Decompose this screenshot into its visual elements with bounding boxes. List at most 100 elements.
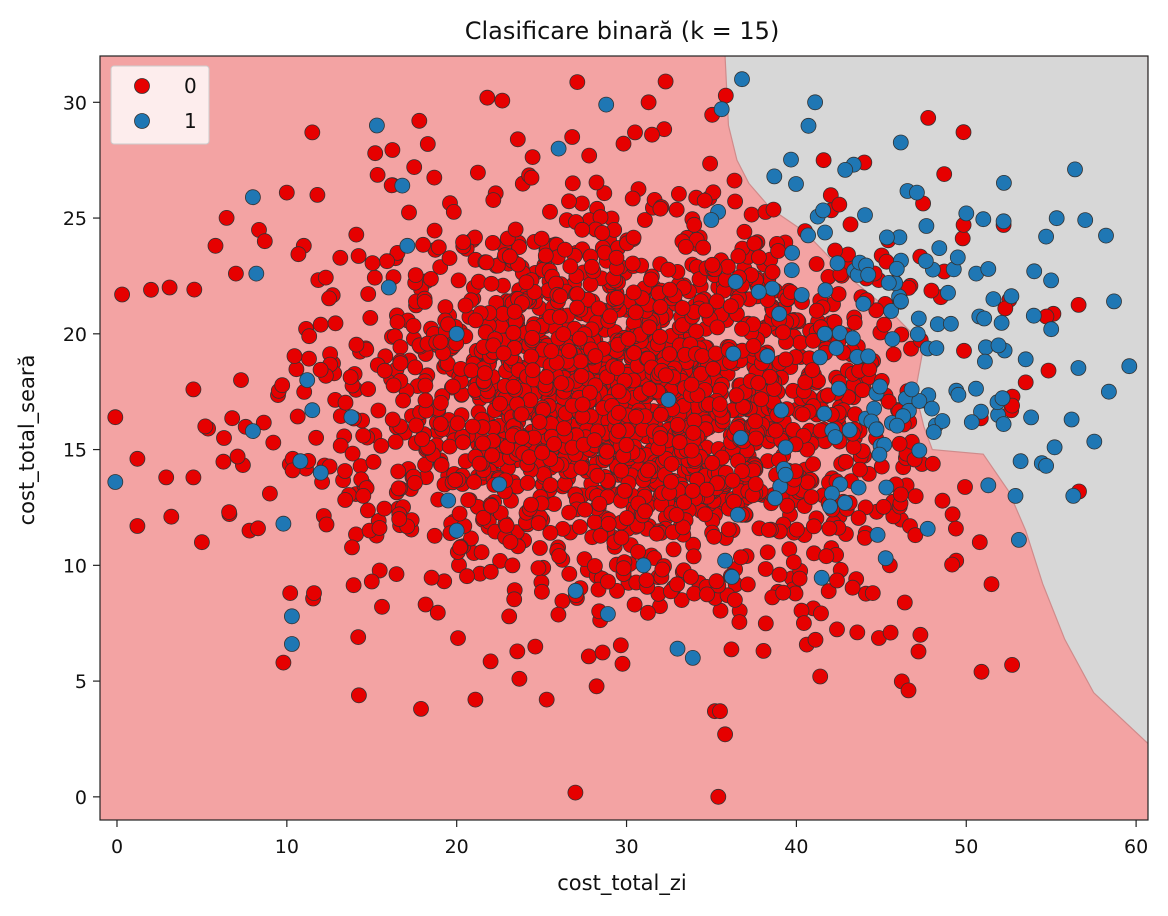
scatter-point-class-0: [365, 453, 382, 470]
scatter-point-class-1: [777, 466, 794, 483]
scatter-point-class-0: [779, 497, 796, 514]
scatter-point-class-0: [464, 418, 481, 435]
scatter-point-class-1: [777, 439, 794, 456]
scatter-point-class-0: [805, 332, 821, 349]
scatter-point-class-0: [417, 392, 434, 409]
scatter-point-class-1: [857, 207, 873, 224]
y-axis: 0 5 10 15 20 25 30: [63, 92, 100, 809]
scatter-point-class-0: [265, 434, 282, 451]
scatter-point-class-0: [614, 655, 631, 672]
scatter-point-class-1: [1077, 212, 1094, 229]
scatter-point-class-1: [879, 229, 895, 246]
scatter-point-class-0: [747, 476, 764, 493]
scatter-point-class-0: [274, 377, 291, 394]
scatter-point-class-1: [903, 381, 920, 398]
scatter-point-class-1: [783, 262, 800, 279]
scatter-point-class-0: [467, 691, 484, 708]
scatter-point-class-0: [694, 348, 711, 364]
scatter-point-class-0: [1040, 362, 1057, 379]
scatter-point-class-0: [207, 237, 224, 254]
scatter-point-class-0: [734, 463, 750, 480]
scatter-point-class-1: [343, 409, 360, 426]
scatter-point-class-1: [248, 265, 265, 282]
scatter-point-class-0: [747, 413, 764, 430]
scatter-point-class-0: [362, 309, 379, 326]
scatter-point-class-0: [574, 221, 591, 238]
scatter-point-class-1: [813, 569, 830, 586]
scatter-point-class-0: [764, 264, 781, 280]
scatter-point-class-1: [816, 325, 833, 342]
scatter-point-class-0: [663, 456, 680, 472]
scatter-point-class-0: [478, 254, 495, 271]
scatter-point-class-0: [552, 288, 569, 305]
scatter-point-class-0: [419, 136, 436, 152]
scatter-point-class-0: [564, 129, 581, 145]
scatter-point-class-0: [753, 391, 770, 408]
scatter-point-class-0: [417, 377, 434, 394]
scatter-point-class-0: [608, 249, 625, 266]
scatter-point-class-1: [764, 280, 781, 297]
scatter-point-class-0: [799, 474, 816, 491]
scatter-point-class-0: [685, 424, 702, 441]
scatter-point-class-1: [817, 224, 833, 241]
scatter-point-class-0: [610, 404, 627, 421]
scatter-point-class-0: [733, 549, 749, 566]
scatter-point-class-0: [626, 345, 642, 361]
scatter-point-class-0: [494, 92, 511, 109]
scatter-point-class-0: [688, 323, 705, 340]
scatter-point-class-0: [538, 691, 555, 708]
scatter-point-class-0: [891, 435, 908, 452]
legend-label-0: 0: [184, 74, 197, 98]
scatter-point-class-0: [610, 423, 627, 439]
scatter-point-class-0: [250, 520, 266, 537]
y-tick-label: 10: [63, 555, 87, 577]
scatter-point-class-0: [736, 223, 753, 240]
scatter-point-class-0: [695, 239, 712, 256]
scatter-point-class-1: [1046, 439, 1063, 456]
scatter-point-class-0: [648, 525, 665, 542]
scatter-point-class-0: [345, 577, 362, 594]
scatter-point-class-0: [785, 554, 802, 571]
scatter-point-class-0: [275, 654, 292, 671]
scatter-point-class-0: [618, 437, 635, 453]
scatter-point-class-0: [531, 414, 548, 430]
scatter-point-class-0: [760, 522, 777, 538]
scatter-point-class-0: [501, 608, 518, 625]
scatter-point-class-0: [668, 201, 685, 218]
scatter-point-class-0: [350, 248, 367, 264]
scatter-point-class-1: [1106, 293, 1122, 310]
x-tick-label: 0: [111, 836, 123, 858]
scatter-point-class-0: [794, 406, 811, 423]
scatter-point-class-0: [543, 343, 560, 360]
scatter-point-class-0: [406, 159, 423, 176]
scatter-point-class-1: [1025, 307, 1042, 324]
scatter-point-class-0: [728, 387, 745, 404]
scatter-point-class-0: [216, 430, 232, 446]
scatter-point-class-1: [977, 353, 993, 370]
scatter-point-class-0: [392, 355, 409, 372]
scatter-point-class-0: [696, 192, 713, 209]
scatter-point-class-1: [827, 429, 844, 446]
scatter-point-class-0: [882, 624, 899, 641]
scatter-point-class-0: [971, 534, 988, 551]
scatter-point-class-1: [1043, 272, 1059, 289]
scatter-point-class-0: [955, 124, 972, 141]
scatter-point-class-1: [889, 417, 905, 434]
scatter-point-class-1: [598, 96, 615, 113]
scatter-point-class-1: [990, 337, 1007, 354]
scatter-point-class-0: [415, 236, 432, 253]
scatter-point-class-0: [364, 255, 381, 272]
scatter-point-class-0: [407, 359, 424, 376]
scatter-point-class-0: [441, 250, 458, 267]
scatter-point-class-1: [928, 340, 945, 357]
scatter-point-class-0: [537, 247, 554, 264]
scatter-point-class-1: [635, 557, 652, 574]
scatter-point-class-1: [394, 177, 411, 194]
scatter-point-class-0: [705, 360, 721, 377]
scatter-point-class-0: [416, 293, 433, 310]
scatter-point-class-0: [805, 456, 821, 473]
scatter-point-class-0: [864, 585, 881, 601]
scatter-point-class-0: [337, 394, 354, 411]
scatter-point-class-1: [107, 474, 124, 490]
